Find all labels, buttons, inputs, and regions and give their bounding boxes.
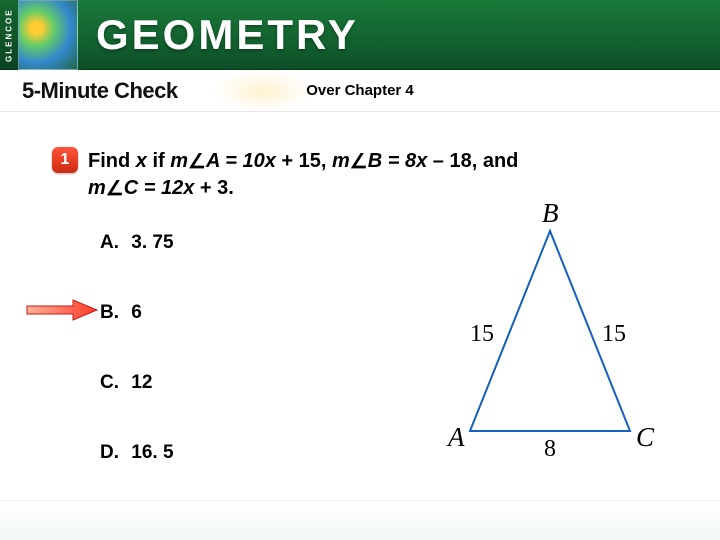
opt-val: 12 (131, 372, 152, 393)
t: A = 10 (206, 150, 265, 172)
page-title: GEOMETRY (96, 11, 359, 59)
t: x (136, 150, 147, 172)
glow (213, 70, 313, 112)
t: x (183, 177, 194, 199)
answer-options: A. 3. 75 B. 6 C. 12 D. 16. 5 (100, 232, 174, 512)
sub-header: 5-Minute Check Over Chapter 4 (0, 70, 720, 112)
triangle-diagram: B A C 15 15 8 (440, 216, 660, 466)
side-bc: 15 (602, 321, 626, 348)
angle-icon: ∠ (188, 149, 206, 176)
opt-label: A. (100, 232, 126, 254)
footer-fade (0, 500, 720, 540)
vertex-b: B (542, 198, 559, 229)
angle-icon: ∠ (106, 176, 124, 203)
five-minute-check-label: 5-Minute Check (22, 78, 178, 104)
vertex-c: C (636, 422, 654, 453)
side-ac: 8 (544, 436, 556, 463)
t: Find (88, 150, 136, 172)
t: + 15, (276, 150, 332, 172)
t: + 3. (194, 177, 233, 199)
opt-label: C. (100, 372, 126, 394)
opt-val: 6 (131, 302, 142, 323)
question-prompt: Find x if m∠A = 10x + 15, m∠B = 8x – 18,… (88, 148, 648, 202)
t: – 18, and (427, 150, 518, 172)
opt-val: 16. 5 (131, 442, 173, 463)
t: x (416, 150, 427, 172)
option-a[interactable]: A. 3. 75 (100, 232, 174, 254)
option-b[interactable]: B. 6 (100, 302, 174, 324)
t: B = 8 (368, 150, 416, 172)
question-number-badge: 1 (52, 147, 78, 173)
opt-label: B. (100, 302, 126, 324)
angle-icon: ∠ (350, 149, 368, 176)
content-area: 1 Find x if m∠A = 10x + 15, m∠B = 8x – 1… (0, 112, 720, 540)
header-bar: GLENCOE GEOMETRY (0, 0, 720, 70)
option-d[interactable]: D. 16. 5 (100, 442, 174, 464)
t: C = 12 (124, 177, 183, 199)
t: if (147, 150, 170, 172)
t: m (170, 150, 188, 172)
vertex-a: A (448, 422, 465, 453)
brand-strip: GLENCOE (0, 0, 18, 70)
header-art (18, 0, 78, 70)
chapter-label: Over Chapter 4 (306, 82, 414, 99)
answer-arrow-icon (25, 298, 99, 322)
t: x (265, 150, 276, 172)
side-ab: 15 (470, 321, 494, 348)
opt-val: 3. 75 (131, 232, 173, 253)
opt-label: D. (100, 442, 126, 464)
option-c[interactable]: C. 12 (100, 372, 174, 394)
t: m (332, 150, 350, 172)
t: m (88, 177, 106, 199)
